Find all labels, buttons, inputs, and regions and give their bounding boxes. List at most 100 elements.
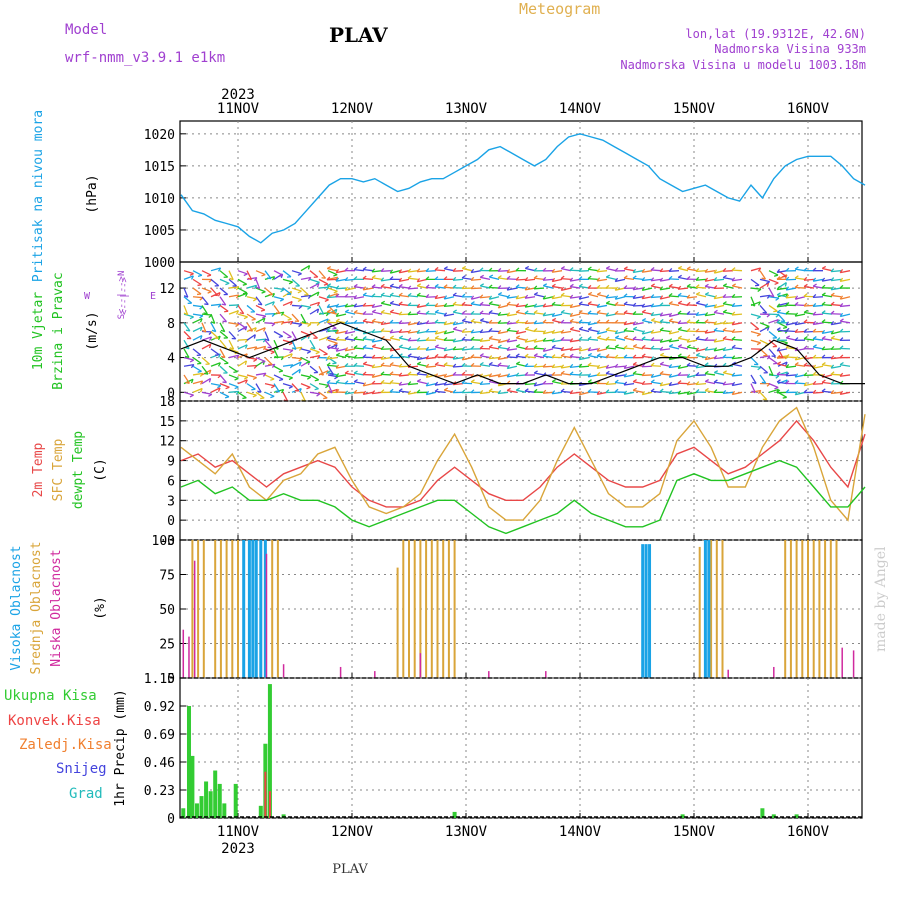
wind-barb-head (271, 352, 275, 354)
wind-barb-head (298, 274, 302, 276)
wind-barb-head (561, 354, 564, 356)
wind-barb (651, 320, 661, 322)
wind-ylabel-1: 10m Vjetar (31, 292, 46, 370)
wind-barb (831, 295, 841, 296)
high-cloud-bar (255, 540, 258, 678)
wind-barb-head (774, 388, 778, 389)
wind-barb (238, 271, 247, 274)
wind-barb-head (288, 319, 292, 320)
wind-barb-head (327, 267, 330, 269)
wind-barb (751, 366, 761, 367)
wind-barb (822, 313, 832, 314)
wind-barb-head (287, 337, 291, 338)
wind-barb (732, 348, 742, 349)
panel-frame-precip (180, 678, 862, 818)
wind-barb-head (453, 327, 457, 329)
wind-barb-head (804, 336, 807, 338)
wind-barb (265, 392, 274, 396)
wind-barb-head (678, 336, 681, 338)
high-cloud-bar (259, 540, 262, 678)
wind-barb-head (651, 318, 655, 320)
wind-barb-head (570, 327, 573, 329)
wind-barb (229, 332, 236, 339)
wind-barb (310, 375, 319, 380)
wind-barb (804, 305, 814, 306)
wind-barb-head (462, 319, 465, 321)
wind-barb (760, 340, 769, 344)
wind-barb-head (334, 291, 338, 293)
wind-barb (597, 295, 607, 297)
wind-barb-head (669, 319, 672, 321)
wind-barb (274, 332, 283, 337)
wind-barb (723, 312, 733, 314)
temp-unit: (C) (93, 458, 108, 481)
wind-barb-head (757, 317, 761, 319)
wind-barb (417, 340, 427, 341)
wind-barb-head (489, 362, 492, 364)
wind-barb (597, 356, 607, 358)
wind-barb (471, 382, 481, 384)
wind-barb-head (480, 354, 483, 356)
wind-barb (229, 323, 239, 325)
wind-barb-head (516, 336, 519, 338)
wind-unit: (m/s) (85, 311, 100, 350)
wind-barb (256, 271, 265, 275)
wind-barb (705, 294, 715, 296)
wind-barb (760, 323, 769, 327)
wind-barb (292, 271, 302, 274)
wind-barb-head (633, 345, 637, 347)
wind-barb (283, 271, 291, 277)
wind-barb (696, 287, 706, 288)
wind-barb (238, 279, 247, 284)
wind-barb-head (660, 362, 663, 364)
wind-barb (678, 303, 688, 305)
wind-barb (588, 304, 598, 306)
wind-barb-head (244, 317, 248, 319)
high-cloud-ylabel: Visoka Oblacnost (9, 545, 24, 670)
wind-barb (751, 358, 758, 365)
wind-barb-head (777, 328, 780, 330)
wind-barb-head (813, 345, 816, 347)
wind-barb-head (444, 267, 447, 269)
mid-cloud-bar (454, 540, 456, 678)
wind-barb-head (766, 282, 769, 284)
wind-barb (292, 384, 299, 391)
wind-barb (507, 304, 517, 305)
wind-barb-head (597, 354, 600, 356)
wind-barb (471, 288, 481, 289)
wind-barb-head (316, 352, 320, 354)
wind-barb (319, 279, 328, 284)
wind-barb (399, 304, 409, 305)
wind-barb-head (299, 324, 302, 326)
low-cloud-bar (727, 670, 729, 678)
wind-barb (615, 382, 625, 383)
wind-barb (822, 268, 832, 270)
wind-barb (804, 375, 814, 376)
wind-barb-head (822, 336, 825, 338)
wind-barb (687, 305, 697, 306)
wind-barb-head (534, 371, 537, 373)
wind-barb (498, 365, 508, 366)
wind-barb (354, 382, 364, 384)
wind-barb (193, 314, 203, 316)
wind-barb (417, 286, 427, 288)
wind-barb-head (642, 319, 645, 321)
wind-barb (256, 358, 265, 362)
wind-barb-head (489, 345, 492, 347)
wind-barb-head (498, 293, 501, 295)
wind-barb (220, 279, 229, 283)
wind-barb-head (279, 336, 283, 337)
wind-barb (301, 384, 310, 388)
wind-barb (417, 374, 427, 375)
wind-barb (651, 270, 661, 271)
wind-barb (265, 358, 272, 365)
wind-barb (795, 287, 805, 288)
low-cloud-bar (183, 630, 185, 678)
y-tick-label: 0 (167, 812, 175, 827)
compass-e: E (150, 291, 156, 302)
wind-barb-head (507, 388, 510, 390)
wind-barb (417, 313, 427, 314)
wind-barb (687, 347, 697, 349)
wind-barb (345, 312, 355, 314)
wind-barb (831, 338, 841, 340)
